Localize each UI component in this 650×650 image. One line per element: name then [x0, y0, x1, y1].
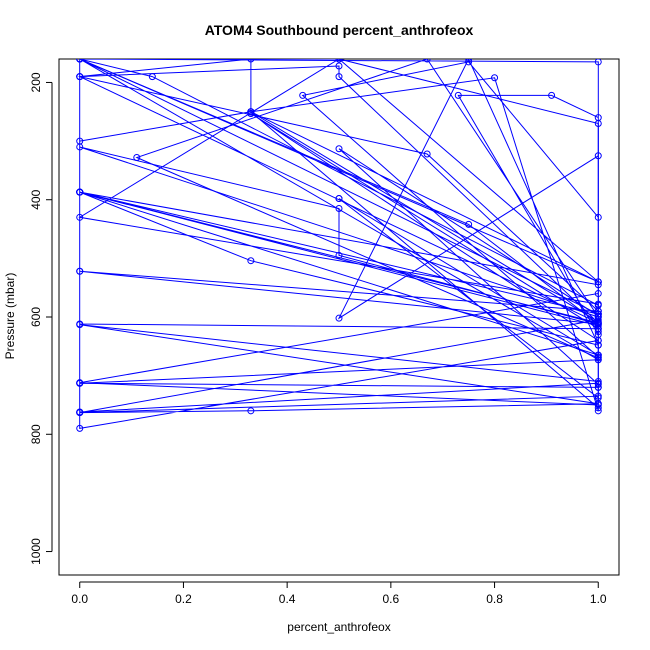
series-line	[79, 59, 599, 411]
y-axis: 200 400 600 800 1000	[29, 72, 53, 565]
data-point	[335, 62, 343, 70]
data-point	[454, 91, 462, 99]
data-point	[148, 73, 156, 81]
data-point	[76, 59, 84, 63]
x-axis: 0.0 0.2 0.4 0.6 0.8 1.0	[71, 581, 607, 606]
data-point	[247, 407, 255, 415]
data-point	[423, 59, 431, 63]
data-point	[76, 73, 84, 81]
data-point	[594, 341, 602, 349]
y-tick-label: 800	[29, 424, 43, 444]
y-tick-label: 1000	[29, 538, 43, 565]
data-point	[335, 195, 343, 203]
x-axis-label: percent_anthrofeox	[287, 620, 390, 634]
data-point	[594, 312, 602, 320]
data-point	[423, 150, 431, 158]
data-point	[335, 314, 343, 322]
data-point	[76, 379, 84, 387]
series-2	[76, 59, 602, 415]
data-point	[491, 74, 499, 82]
series-layer	[76, 59, 602, 432]
data-point	[247, 59, 255, 63]
data-point	[594, 400, 602, 408]
data-point	[247, 257, 255, 265]
data-point	[247, 108, 255, 116]
data-point	[76, 267, 84, 275]
data-point	[299, 91, 307, 99]
data-point	[594, 213, 602, 221]
y-tick-label: 600	[29, 307, 43, 327]
data-point	[594, 320, 602, 328]
data-point	[335, 145, 343, 153]
data-point	[548, 91, 556, 99]
data-point	[133, 154, 141, 162]
data-point	[76, 424, 84, 432]
x-tick-label: 1.0	[590, 592, 607, 606]
data-point	[594, 59, 602, 66]
data-point	[594, 404, 602, 412]
plot-area	[76, 59, 602, 432]
x-tick-label: 0.2	[175, 592, 192, 606]
data-point	[594, 114, 602, 122]
data-point	[594, 378, 602, 385]
x-tick-label: 0.4	[279, 592, 296, 606]
data-point	[594, 407, 602, 415]
data-point	[76, 409, 84, 417]
data-point	[335, 251, 343, 259]
data-point	[594, 380, 602, 388]
data-point	[76, 213, 84, 221]
data-point	[465, 59, 473, 63]
data-point	[465, 220, 473, 228]
x-tick-label: 0.6	[383, 592, 400, 606]
data-point	[76, 321, 84, 329]
data-point	[594, 152, 602, 160]
y-tick-label: 200	[29, 72, 43, 92]
data-point	[76, 143, 84, 151]
data-point	[335, 73, 343, 81]
data-point	[335, 205, 343, 213]
y-tick-label: 400	[29, 189, 43, 209]
data-point	[335, 59, 343, 63]
data-point	[594, 278, 602, 286]
data-point	[465, 59, 473, 66]
y-axis-label: Pressure (mbar)	[3, 273, 17, 360]
chart-title: ATOM4 Southbound percent_anthrofeox	[205, 22, 474, 38]
data-point	[594, 353, 602, 361]
data-point	[594, 290, 602, 298]
data-point	[594, 331, 602, 339]
x-tick-label: 0.8	[486, 592, 503, 606]
data-point	[76, 188, 84, 196]
x-tick-label: 0.0	[71, 592, 88, 606]
